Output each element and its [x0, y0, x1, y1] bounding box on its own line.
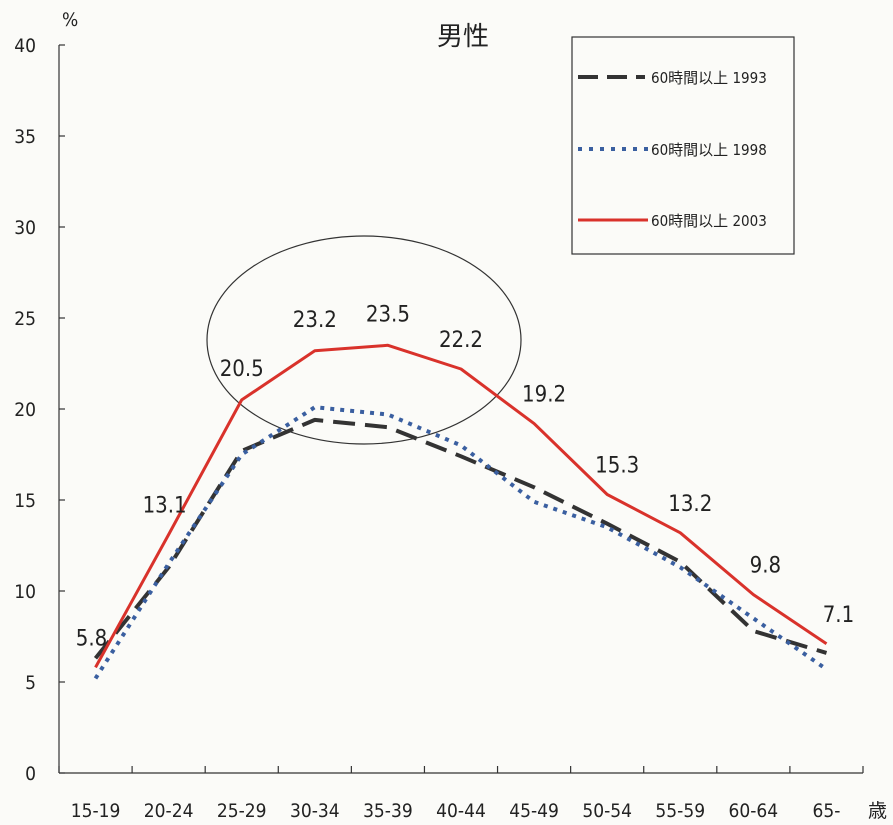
y-tick-label: 0 — [25, 763, 36, 785]
data-label: 23.2 — [293, 308, 337, 333]
y-tick-label: 40 — [14, 35, 36, 57]
x-ticks: 15-19 20-24 25-29 30-34 35-39 40-44 45-49 50-54… — [58, 766, 864, 822]
data-label: 23.5 — [366, 302, 410, 327]
y-tick-label: 15 — [14, 490, 36, 512]
chart-title: 男性 — [437, 22, 489, 52]
legend-label-1998: 60時間以上 1998 — [651, 141, 767, 159]
y-tick-label: 20 — [14, 399, 36, 421]
data-label: 19.2 — [522, 383, 566, 408]
y-tick-label: 5 — [25, 672, 36, 694]
series-line-1 — [93, 405, 828, 680]
data-label: 13.1 — [143, 494, 187, 519]
y-unit-label: % — [62, 9, 78, 31]
x-unit-label: 歳 — [868, 800, 887, 822]
data-label: 22.2 — [439, 328, 483, 353]
data-label: 15.3 — [595, 454, 639, 479]
y-tick-label: 10 — [14, 581, 36, 603]
series-line-0 — [93, 417, 828, 660]
y-ticks: 0 5 10 15 20 25 30 35 40 — [14, 35, 65, 785]
series-line-2 — [94, 343, 828, 669]
series-layer — [93, 343, 828, 680]
x-tick-label: 65- — [812, 800, 840, 822]
x-tick-label: 20-24 — [144, 800, 194, 822]
legend-label-2003: 60時間以上 2003 — [651, 212, 767, 230]
x-tick-label: 55-59 — [655, 800, 705, 822]
x-tick-label: 30-34 — [290, 800, 340, 822]
x-tick-label: 40-44 — [436, 800, 486, 822]
y-tick-label: 35 — [14, 126, 36, 148]
x-tick-label: 45-49 — [509, 800, 559, 822]
y-tick-label: 30 — [14, 217, 36, 239]
x-tick-label: 35-39 — [363, 800, 413, 822]
highlight-ellipse — [206, 235, 522, 445]
data-label: 13.2 — [668, 492, 712, 517]
y-tick-label: 25 — [14, 308, 36, 330]
legend-label-1993: 60時間以上 1993 — [651, 69, 767, 87]
data-label: 9.8 — [750, 554, 781, 579]
x-tick-label: 25-29 — [217, 800, 267, 822]
data-label: 20.5 — [220, 357, 264, 382]
data-label: 7.1 — [823, 603, 854, 628]
x-tick-label: 50-54 — [582, 800, 632, 822]
x-tick-label: 15-19 — [71, 800, 121, 822]
legend: 60時間以上 1993 60時間以上 1998 60時間以上 2003 — [571, 36, 795, 255]
data-labels: 5.8 13.1 20.5 23.2 23.5 22.2 19.2 15.3 13.2 9.8 7.… — [76, 302, 854, 651]
legend-box — [571, 36, 795, 255]
data-label: 5.8 — [76, 626, 107, 651]
x-tick-label: 60-64 — [729, 800, 779, 822]
